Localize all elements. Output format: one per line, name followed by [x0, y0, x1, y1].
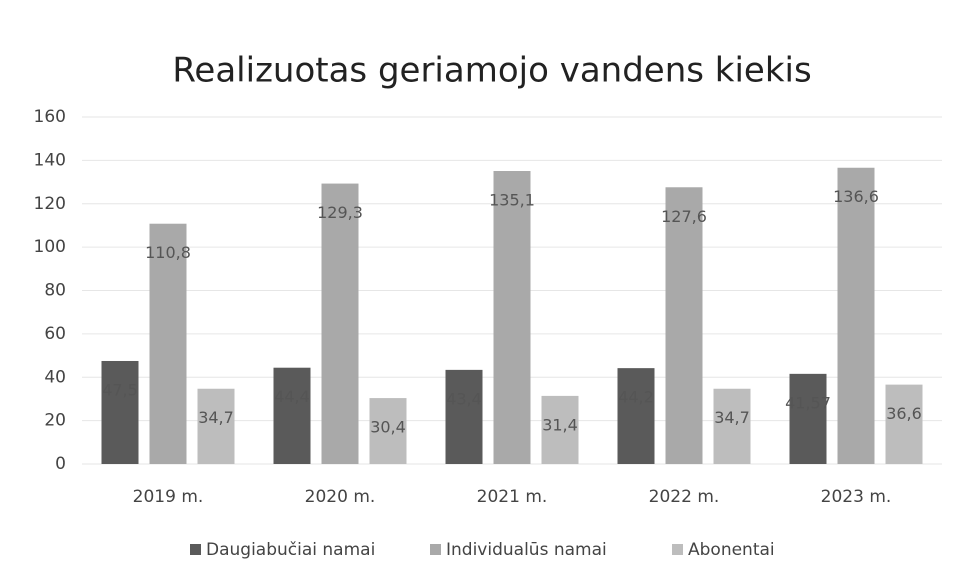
bar [665, 187, 703, 464]
value-label: 110,8 [145, 243, 191, 262]
y-tick-label: 0 [55, 454, 66, 474]
y-tick-label: 80 [44, 281, 66, 301]
bar [197, 388, 235, 464]
x-tick-label: 2019 m. [133, 487, 204, 507]
y-tick-label: 40 [44, 367, 66, 387]
bar [789, 373, 827, 464]
value-label: 135,1 [489, 191, 535, 210]
bar [885, 384, 923, 464]
y-tick-label: 60 [44, 324, 66, 344]
y-tick-label: 160 [34, 107, 66, 127]
value-label: 44,2 [618, 388, 654, 407]
value-label: 47,5 [102, 380, 138, 399]
x-tick-label: 2023 m. [821, 487, 892, 507]
value-label: 41,57 [785, 393, 831, 412]
bar [321, 183, 359, 464]
bar [445, 369, 483, 464]
legend-swatch [190, 544, 201, 555]
y-tick-label: 20 [44, 411, 66, 431]
chart-title: Realizuotas geriamojo vandens kiekis [172, 51, 811, 91]
legend-swatch [430, 544, 441, 555]
value-label: 129,3 [317, 203, 363, 222]
x-tick-label: 2022 m. [649, 487, 720, 507]
value-label: 136,6 [833, 187, 879, 206]
x-tick-label: 2021 m. [477, 487, 548, 507]
bar [617, 368, 655, 464]
bar [149, 223, 187, 464]
legend-label: Daugiabučiai namai [206, 540, 375, 560]
bar [273, 367, 311, 464]
value-label: 31,4 [542, 415, 578, 434]
y-tick-label: 140 [34, 150, 66, 170]
value-label: 127,6 [661, 207, 707, 226]
bar [541, 395, 579, 464]
legend-label: Individualūs namai [446, 540, 607, 560]
value-label: 30,4 [370, 418, 406, 437]
legend-label: Abonentai [688, 540, 775, 560]
y-tick-label: 120 [34, 194, 66, 214]
value-label: 34,7 [198, 408, 234, 427]
value-label: 34,7 [714, 408, 750, 427]
value-label: 44,4 [274, 387, 310, 406]
x-tick-label: 2020 m. [305, 487, 376, 507]
value-label: 43,4 [446, 389, 482, 408]
legend-swatch [672, 544, 683, 555]
y-tick-label: 100 [34, 237, 66, 257]
bar [493, 171, 531, 464]
bar [101, 360, 139, 464]
bar [713, 388, 751, 464]
bar [837, 167, 875, 464]
bar [369, 398, 407, 464]
value-label: 36,6 [886, 404, 922, 423]
